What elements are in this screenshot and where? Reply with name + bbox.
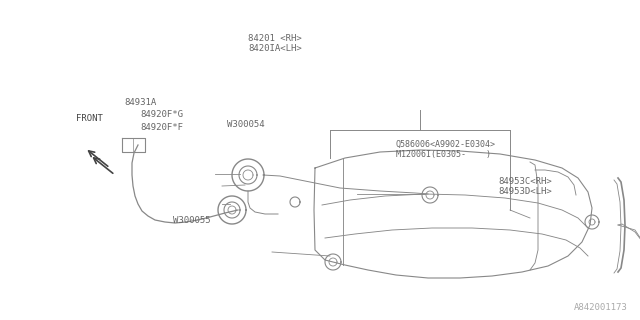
Text: 84931A: 84931A bbox=[125, 98, 157, 107]
Text: 8420IA<LH>: 8420IA<LH> bbox=[248, 44, 302, 53]
Text: 84953D<LH>: 84953D<LH> bbox=[498, 188, 552, 196]
Text: Q586006<A9902-E0304>: Q586006<A9902-E0304> bbox=[396, 140, 495, 149]
Text: W300055: W300055 bbox=[173, 216, 211, 225]
Text: W300054: W300054 bbox=[227, 120, 265, 129]
Text: 84920F*F: 84920F*F bbox=[141, 124, 184, 132]
Text: 84201 <RH>: 84201 <RH> bbox=[248, 34, 302, 43]
Text: 84953C<RH>: 84953C<RH> bbox=[498, 177, 552, 186]
Text: FRONT: FRONT bbox=[76, 114, 102, 123]
Text: A842001173: A842001173 bbox=[573, 303, 627, 312]
Text: M12006I(E0305-    ): M12006I(E0305- ) bbox=[396, 150, 490, 159]
Text: 84920F*G: 84920F*G bbox=[141, 110, 184, 119]
